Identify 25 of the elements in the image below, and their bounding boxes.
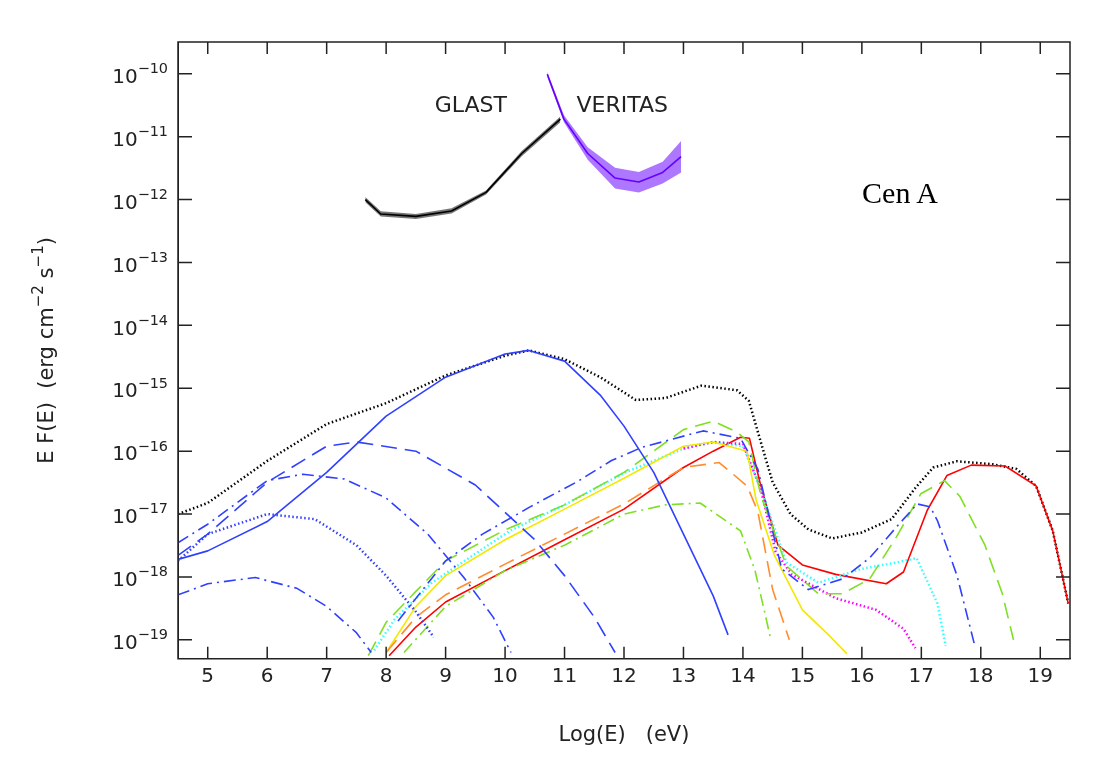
annotation: Cen A bbox=[862, 175, 939, 209]
x-tick-label: 12 bbox=[611, 663, 637, 687]
x-tick-label: 17 bbox=[908, 663, 935, 687]
series-label: GLAST bbox=[434, 91, 508, 117]
x-tick-label: 5 bbox=[201, 663, 215, 687]
series-label: VERITAS bbox=[576, 91, 668, 117]
x-tick-label: 15 bbox=[789, 663, 816, 687]
x-tick-label: 8 bbox=[379, 663, 393, 687]
x-tick-label: 9 bbox=[439, 663, 452, 687]
line-series bbox=[403, 502, 772, 654]
line-series bbox=[178, 576, 373, 654]
x-tick-label: 13 bbox=[670, 663, 697, 687]
x-axis-title: Log(E) (eV) bbox=[558, 721, 690, 746]
x-tick-label: 18 bbox=[968, 663, 994, 687]
x-tick-label: 6 bbox=[260, 663, 274, 687]
x-tick-label: 14 bbox=[730, 663, 756, 687]
x-tick-label: 7 bbox=[320, 663, 334, 687]
line-series bbox=[682, 440, 917, 650]
x-tick-label: 10 bbox=[492, 663, 518, 687]
y-axis-title: E F(E) (erg cm−2 s−1) bbox=[29, 237, 59, 464]
x-tick-label: 11 bbox=[551, 663, 578, 687]
line-series bbox=[385, 461, 791, 654]
line-series bbox=[367, 420, 1015, 657]
x-tick-label: 19 bbox=[1027, 663, 1053, 687]
x-tick-label: 16 bbox=[849, 663, 875, 687]
